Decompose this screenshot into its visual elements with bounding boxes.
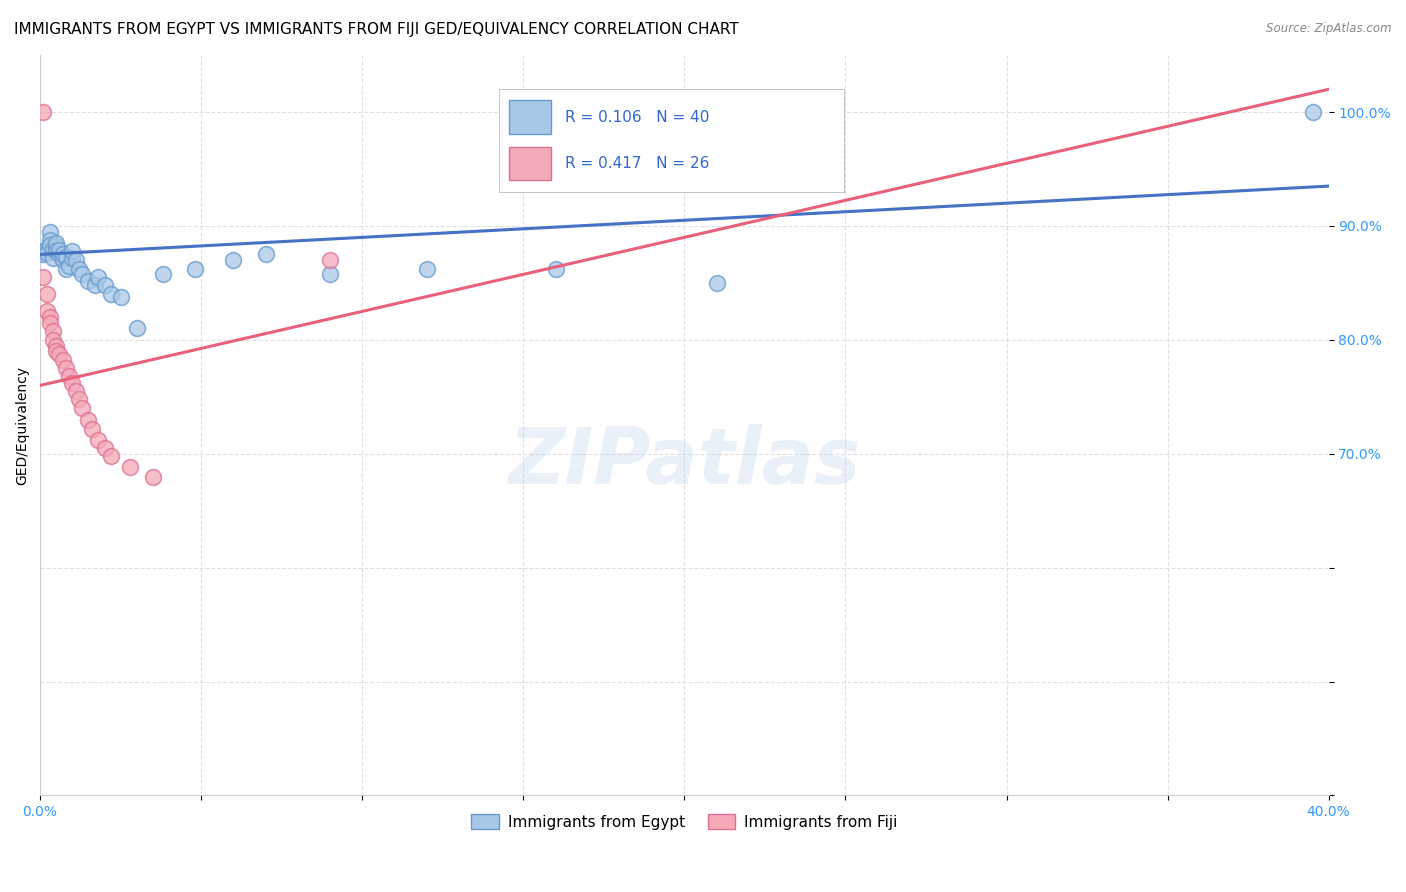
- Point: [60, 251, 83, 265]
- Point: [55, 262, 77, 277]
- Point: [32, 247, 55, 261]
- Point: [1302, 105, 1324, 120]
- Text: Source: ZipAtlas.com: Source: ZipAtlas.com: [1267, 22, 1392, 36]
- Point: [222, 253, 245, 268]
- Point: [45, 239, 67, 253]
- Point: [254, 247, 277, 261]
- Point: [77, 412, 100, 426]
- Point: [48, 346, 70, 360]
- Point: [35, 246, 58, 260]
- Y-axis label: GED/Equivalency: GED/Equivalency: [15, 366, 30, 484]
- Point: [100, 287, 122, 301]
- Point: [70, 267, 93, 281]
- Point: [35, 304, 58, 318]
- Legend: Immigrants from Egypt, Immigrants from Fiji: Immigrants from Egypt, Immigrants from F…: [465, 807, 904, 836]
- Text: R = 0.106   N = 40: R = 0.106 N = 40: [565, 110, 709, 125]
- Point: [32, 270, 55, 285]
- Text: IMMIGRANTS FROM EGYPT VS IMMIGRANTS FROM FIJI GED/EQUIVALENCY CORRELATION CHART: IMMIGRANTS FROM EGYPT VS IMMIGRANTS FROM…: [14, 22, 738, 37]
- Point: [67, 392, 90, 406]
- Bar: [509, 101, 551, 135]
- Point: [58, 369, 80, 384]
- Bar: [509, 146, 551, 180]
- Point: [319, 267, 342, 281]
- Point: [319, 253, 342, 268]
- Point: [93, 278, 115, 293]
- Point: [70, 401, 93, 416]
- Point: [100, 449, 122, 463]
- Point: [42, 324, 65, 338]
- Point: [184, 262, 207, 277]
- Text: ZIPatlas: ZIPatlas: [508, 425, 860, 500]
- Point: [45, 244, 67, 258]
- Point: [55, 361, 77, 376]
- Point: [52, 253, 75, 268]
- Point: [77, 274, 100, 288]
- Point: [45, 235, 67, 250]
- Point: [32, 244, 55, 258]
- Point: [45, 344, 67, 359]
- Point: [67, 262, 90, 277]
- Point: [35, 287, 58, 301]
- Point: [83, 278, 105, 293]
- Point: [142, 469, 165, 483]
- Point: [87, 270, 110, 285]
- Point: [48, 243, 70, 257]
- Point: [87, 433, 110, 447]
- Point: [38, 310, 60, 324]
- Point: [706, 276, 728, 290]
- Point: [55, 250, 77, 264]
- Point: [42, 242, 65, 256]
- Point: [38, 225, 60, 239]
- Point: [65, 384, 87, 398]
- Point: [48, 247, 70, 261]
- Point: [80, 422, 103, 436]
- Point: [110, 289, 132, 303]
- Point: [125, 321, 148, 335]
- Point: [152, 267, 174, 281]
- Point: [120, 460, 142, 475]
- Point: [35, 242, 58, 256]
- Point: [58, 259, 80, 273]
- Point: [42, 251, 65, 265]
- Point: [38, 238, 60, 252]
- Point: [52, 247, 75, 261]
- Point: [52, 353, 75, 368]
- Point: [45, 338, 67, 352]
- Point: [32, 105, 55, 120]
- Point: [60, 244, 83, 258]
- Point: [38, 233, 60, 247]
- Point: [544, 262, 567, 277]
- Point: [38, 316, 60, 330]
- Text: R = 0.417   N = 26: R = 0.417 N = 26: [565, 156, 709, 171]
- Point: [415, 262, 437, 277]
- Point: [93, 441, 115, 455]
- Point: [65, 253, 87, 268]
- Point: [60, 376, 83, 391]
- Point: [42, 333, 65, 347]
